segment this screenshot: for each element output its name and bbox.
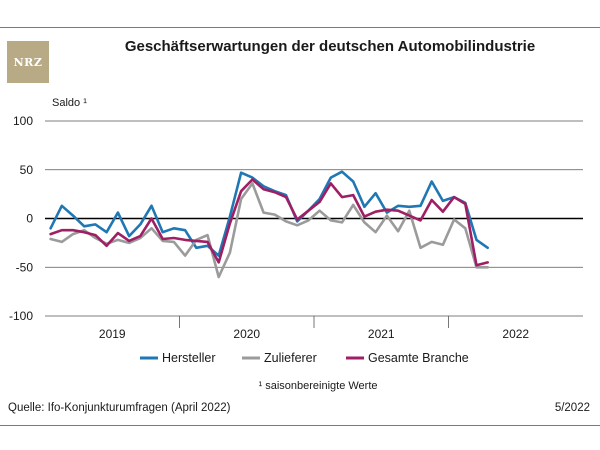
y-axis-label: Saldo ¹ bbox=[52, 97, 87, 109]
series-line-hersteller bbox=[49, 170, 490, 257]
x-tick-label: 2021 bbox=[368, 327, 395, 341]
footnote: ¹ saisonbereinigte Werte bbox=[258, 380, 377, 392]
x-tick-label: 2020 bbox=[233, 327, 260, 341]
y-tick-label: 50 bbox=[20, 163, 34, 177]
legend-label-zulieferer: Zulieferer bbox=[264, 351, 317, 365]
bottom-divider bbox=[0, 425, 600, 426]
series-line-gesamt bbox=[49, 178, 490, 267]
y-tick-label: -50 bbox=[16, 260, 34, 274]
source-note: Quelle: Ifo-Konjunkturumfragen (April 20… bbox=[8, 402, 231, 414]
y-tick-label: -100 bbox=[9, 309, 33, 323]
legend-label-hersteller: Hersteller bbox=[162, 351, 216, 365]
issue-number: 5/2022 bbox=[554, 402, 590, 414]
logo-text: NRZ bbox=[13, 55, 43, 69]
nrz-logo: NRZ bbox=[7, 41, 49, 83]
x-tick-label: 2019 bbox=[99, 327, 126, 341]
legend-label-gesamt: Gesamte Branche bbox=[368, 351, 469, 365]
chart-title: Geschäftserwartungen der deutschen Autom… bbox=[124, 38, 536, 55]
series-line-zulieferer bbox=[49, 182, 490, 279]
x-tick-label: 2022 bbox=[502, 327, 529, 341]
y-tick-label: 0 bbox=[26, 212, 33, 226]
top-divider bbox=[0, 27, 600, 28]
y-tick-label: 100 bbox=[13, 114, 33, 128]
